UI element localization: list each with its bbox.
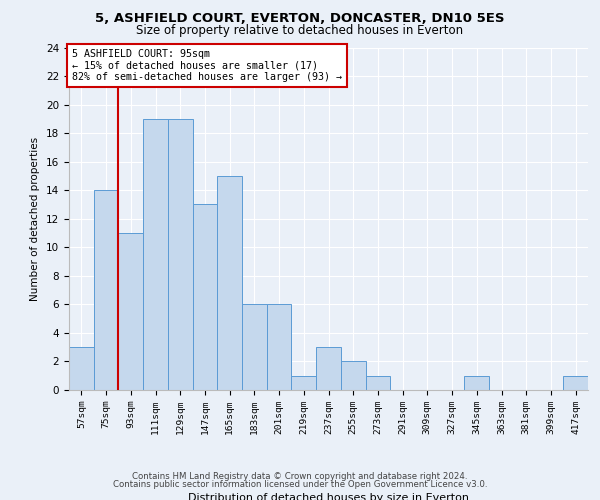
- Bar: [168, 119, 193, 390]
- Bar: [316, 347, 341, 390]
- Bar: [341, 362, 365, 390]
- Text: 5 ASHFIELD COURT: 95sqm
← 15% of detached houses are smaller (17)
82% of semi-de: 5 ASHFIELD COURT: 95sqm ← 15% of detache…: [71, 49, 341, 82]
- Text: 5, ASHFIELD COURT, EVERTON, DONCASTER, DN10 5ES: 5, ASHFIELD COURT, EVERTON, DONCASTER, D…: [95, 12, 505, 26]
- Bar: [563, 376, 588, 390]
- Y-axis label: Number of detached properties: Number of detached properties: [31, 136, 40, 301]
- Bar: [143, 119, 168, 390]
- Bar: [69, 347, 94, 390]
- Bar: [193, 204, 217, 390]
- Bar: [242, 304, 267, 390]
- Bar: [365, 376, 390, 390]
- Bar: [217, 176, 242, 390]
- Bar: [94, 190, 118, 390]
- X-axis label: Distribution of detached houses by size in Everton: Distribution of detached houses by size …: [188, 492, 469, 500]
- Text: Contains HM Land Registry data © Crown copyright and database right 2024.: Contains HM Land Registry data © Crown c…: [132, 472, 468, 481]
- Text: Size of property relative to detached houses in Everton: Size of property relative to detached ho…: [136, 24, 464, 37]
- Bar: [464, 376, 489, 390]
- Bar: [118, 233, 143, 390]
- Bar: [267, 304, 292, 390]
- Text: Contains public sector information licensed under the Open Government Licence v3: Contains public sector information licen…: [113, 480, 487, 489]
- Bar: [292, 376, 316, 390]
